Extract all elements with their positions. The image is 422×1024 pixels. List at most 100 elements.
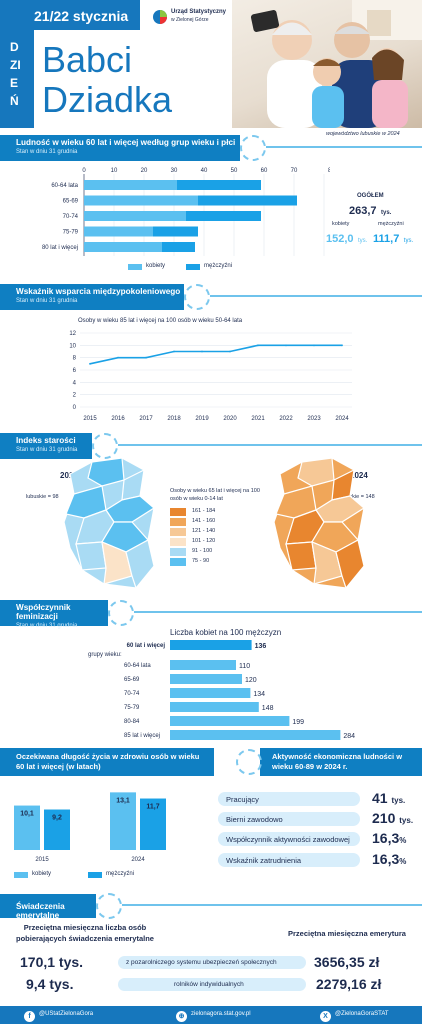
x-tick-label: 2023: [307, 416, 321, 422]
x-tick-label: 2021: [251, 416, 265, 422]
pension-header: Świadczenia emerytalne: [0, 894, 96, 920]
y-tick-label: 10: [69, 343, 76, 349]
aging-legend-label: 121 - 140: [192, 528, 216, 534]
value-label: 110: [239, 663, 250, 670]
category-label: 65-69: [63, 199, 79, 205]
activity-title: Aktywność ekonomiczna ludności w wieku 6…: [272, 752, 403, 771]
category-label: 60-64 lata: [124, 663, 151, 669]
aging-title: Indeks starości: [16, 436, 76, 445]
lubuskie-2015: lubuskie = 98: [26, 494, 59, 500]
population-chart: 0 10 20 30 40 50 60 70 80 tys. 60-64 lata 65-69 70-…: [42, 168, 330, 256]
bar-women: [110, 792, 136, 850]
population-legend: kobiety mężczyźni: [128, 262, 328, 272]
x-tick-label: 50: [231, 168, 238, 174]
value-label: 9,2: [52, 815, 62, 822]
pension-amount-1: 3656,35 zł: [314, 954, 380, 970]
footer-web[interactable]: zielonagora.stat.gov.pl: [191, 1011, 251, 1017]
activity-header: [260, 748, 422, 776]
y-tick-label: 0: [73, 405, 77, 411]
life-legend-swatch-men: [88, 872, 102, 878]
footer-x[interactable]: @ZielonaGoraSTAT: [335, 1011, 389, 1017]
activity-pill-rate: Współczynnik aktywności zawodowej: [218, 832, 360, 846]
x-tick-label: 2015: [35, 857, 49, 863]
x-tick-label: 10: [111, 168, 118, 174]
bar-men: [177, 180, 261, 190]
category-label: 80-84: [124, 719, 140, 725]
section-divider: [266, 146, 422, 148]
aging-legend-label: 101 - 120: [192, 538, 216, 544]
data-point: [201, 350, 203, 353]
y-tick-label: 4: [73, 380, 77, 386]
aging-legend-swatch: [170, 518, 186, 526]
x-tick-label: 2016: [111, 416, 125, 422]
vertical-title: DZIEŃ: [10, 40, 21, 108]
activity-value-passive: 210 tys.: [372, 810, 413, 826]
aging-legend-item: 141 - 160: [170, 517, 270, 527]
region-note: województwo lubuskie w 2024: [326, 131, 400, 137]
legend-men: mężczyźni: [204, 263, 233, 269]
x-tick-label: 2024: [335, 416, 349, 422]
aging-legend-label: 75 - 90: [192, 558, 210, 564]
value-label: 136: [255, 643, 267, 650]
bar-women: [84, 242, 162, 252]
data-point: [89, 362, 91, 365]
map-2015: [63, 457, 156, 590]
aging-legend-items: 161 - 184 141 - 160 121 - 140 101 - 120 91 -…: [170, 507, 270, 567]
data-point: [145, 356, 147, 359]
men-label: mężczyźni: [378, 221, 404, 227]
section-ornament: [184, 284, 210, 310]
activity-value-employment: 16,3%: [372, 851, 406, 867]
date-banner: [0, 0, 140, 30]
activity-value-employment-unit: %: [399, 857, 407, 866]
x-tick-label: 20: [141, 168, 148, 174]
bar-women: [84, 226, 153, 237]
legend-women: kobiety: [146, 263, 166, 269]
x-tick-label: 2024: [131, 857, 145, 863]
pension-amount-2: 2279,16 zł: [316, 976, 382, 992]
women-unit: tys.: [357, 238, 368, 244]
logo-line1: Urząd Statystyczny: [171, 9, 227, 15]
pension-label-1: z pozarolniczego systemu ubezpieczeń spo…: [118, 956, 306, 969]
value-label: 284: [343, 733, 355, 740]
aging-legend-item: 91 - 100: [170, 547, 270, 557]
y-tick-label: 8: [73, 356, 77, 362]
pension-count-1: 170,1 tys.: [20, 954, 84, 970]
support-title: Wskaźnik wsparcia międzypokoleniowego: [16, 287, 181, 296]
category-label: 75-79: [63, 230, 79, 236]
pension-left-head: Przeciętna miesięczna liczba osób pobier…: [16, 923, 154, 943]
pension-right-head: Przeciętna miesięczna emerytura: [288, 929, 406, 938]
bar-women: [84, 211, 186, 221]
aging-legend-item: 101 - 120: [170, 537, 270, 547]
data-point: [229, 350, 231, 353]
data-point: [285, 344, 287, 347]
activity-value-employment-num: 16,3: [372, 851, 400, 867]
femin-subtitle: Stan w dniu 31 grudnia: [16, 623, 78, 629]
section-ornament: [108, 600, 134, 626]
footer-facebook[interactable]: @UStatZielonaGora: [39, 1011, 94, 1017]
x-icon[interactable]: X: [320, 1011, 331, 1022]
activity-value-working: 41 tys.: [372, 790, 405, 806]
aging-header: Indeks starości Stan w dniu 31 grudnia: [0, 433, 92, 459]
life-title: Oczekiwana długość życia w zdrowiu osób …: [16, 752, 200, 771]
activity-value-working-unit: tys.: [391, 796, 406, 805]
family-photo: [232, 0, 422, 128]
y-tick-label: 12: [69, 331, 76, 337]
life-legend-men: mężczyźni: [106, 871, 135, 877]
aging-legend-swatch: [170, 508, 186, 516]
y-tick-label: 2: [73, 393, 77, 399]
lubuskie-2024: lubuskie = 148: [339, 494, 375, 500]
x-tick-label: 2022: [279, 416, 293, 422]
bar-men: [162, 242, 195, 252]
population-header: Ludność w wieku 60 lat i więcej według g…: [0, 135, 240, 161]
pension-count-2: 9,4 tys.: [26, 976, 74, 992]
value-label: 148: [262, 705, 274, 712]
globe-icon[interactable]: ⊕: [176, 1011, 187, 1022]
women-value-row: 152,0 tys.: [326, 229, 367, 247]
value-label: 134: [253, 691, 265, 698]
femin-title: Współczynnik feminizacji: [16, 603, 71, 621]
activity-pill-employment: Wskaźnik zatrudnienia: [218, 853, 360, 867]
map-2024: [273, 457, 366, 590]
facebook-icon[interactable]: f: [24, 1011, 35, 1022]
total-label: OGÓŁEM: [357, 193, 384, 199]
section-divider: [210, 295, 422, 297]
